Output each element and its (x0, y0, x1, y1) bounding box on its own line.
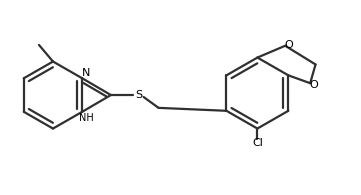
Text: O: O (285, 40, 293, 50)
Text: S: S (135, 90, 142, 100)
Text: Cl: Cl (252, 138, 263, 148)
Text: NH: NH (79, 113, 93, 123)
Text: O: O (310, 80, 318, 90)
Text: N: N (82, 68, 90, 78)
